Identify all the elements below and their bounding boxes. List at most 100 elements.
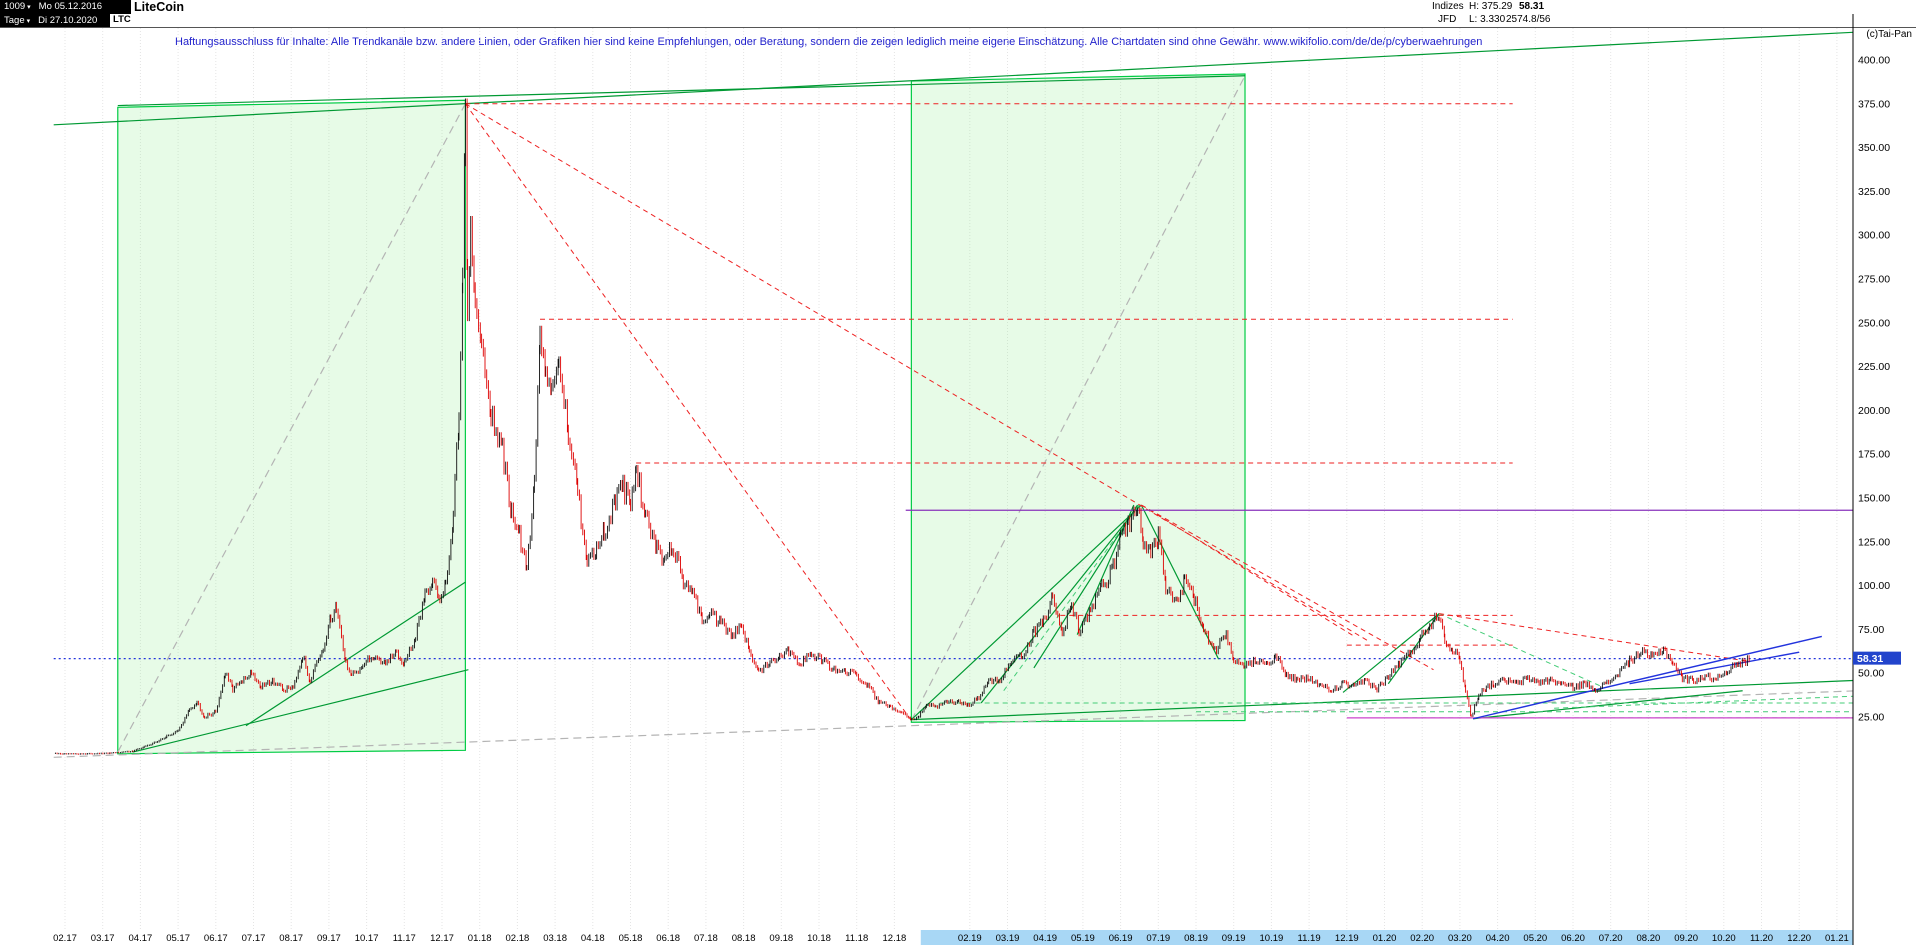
x-tick-label: 03.19 bbox=[996, 933, 1020, 944]
period-high-label: H: 375.29 bbox=[1469, 1, 1513, 12]
x-tick-label: 11.18 bbox=[845, 933, 868, 944]
x-tick-label: 10.17 bbox=[355, 933, 379, 944]
x-tick-label: 12.18 bbox=[883, 933, 907, 944]
instrument-title: LiteCoin bbox=[134, 0, 184, 14]
x-tick-label: 06.20 bbox=[1561, 933, 1585, 944]
end-date-label: Di 27.10.2020 bbox=[38, 14, 98, 26]
x-tick-label: 07.20 bbox=[1599, 933, 1623, 944]
toolbar-row1: 1009 ▾ Mo 05.12.2016 bbox=[0, 0, 131, 14]
green-solid-line bbox=[132, 669, 469, 753]
x-tick-label: 10.20 bbox=[1712, 933, 1736, 944]
red-dashed-line bbox=[1141, 504, 1434, 671]
price-series bbox=[54, 98, 1750, 755]
y-tick-label: 25.00 bbox=[1858, 712, 1884, 724]
toolbar-row2: Tage ▾ Di 27.10.2020 bbox=[0, 13, 110, 27]
market-group-label: Indizes bbox=[1432, 1, 1464, 12]
y-tick-label: 175.00 bbox=[1858, 449, 1890, 461]
month-gridlines bbox=[64, 28, 1838, 929]
bars-count-dropdown[interactable]: 1009 ▾ bbox=[0, 1, 35, 12]
x-tick-label: 10.19 bbox=[1260, 933, 1284, 944]
2019-rally-box bbox=[910, 73, 1246, 723]
price-bars-down bbox=[56, 98, 1750, 755]
green-dashed-line bbox=[1438, 613, 1604, 688]
x-tick-label: 08.18 bbox=[732, 933, 756, 944]
gray-dashed-line bbox=[117, 103, 466, 753]
trend-lines bbox=[53, 31, 1853, 758]
y-tick-label: 400.00 bbox=[1858, 55, 1890, 67]
x-tick-label: 04.18 bbox=[581, 933, 605, 944]
green-solid-line bbox=[980, 504, 1140, 704]
x-tick-label: 08.20 bbox=[1637, 933, 1661, 944]
x-tick-label: 04.20 bbox=[1486, 933, 1510, 944]
period-low-label: L: 3.330 bbox=[1469, 14, 1506, 25]
taipan-brand-label: (c)Tai-Pan bbox=[1866, 29, 1912, 40]
red-dashed-line bbox=[1439, 613, 1747, 662]
x-tick-label: 02.18 bbox=[506, 933, 530, 944]
gray-dashed-line bbox=[53, 690, 1853, 758]
header-separator bbox=[0, 27, 1916, 28]
x-tick-label: 05.18 bbox=[619, 933, 643, 944]
x-tick-label: 02.20 bbox=[1410, 933, 1434, 944]
green-solid-line bbox=[1140, 504, 1220, 660]
y-axis: 400.00 375.00 350.00 325.00 300.00 275.00 250.… bbox=[1852, 14, 1890, 945]
period-dropdown[interactable]: Tage ▾ bbox=[0, 15, 34, 26]
green-solid-line bbox=[245, 581, 466, 727]
x-tick-label: 07.19 bbox=[1146, 933, 1170, 944]
start-date-label: Mo 05.12.2016 bbox=[38, 1, 103, 13]
x-tick-label: 04.17 bbox=[129, 933, 153, 944]
green-solid-line bbox=[1387, 613, 1440, 685]
x-tick-label: 05.19 bbox=[1071, 933, 1095, 944]
chevron-down-icon: ▾ bbox=[27, 4, 31, 12]
y-tick-label: 150.00 bbox=[1858, 493, 1890, 505]
green-dashed-line bbox=[1003, 504, 1140, 692]
x-tick-label: 02.19 bbox=[958, 933, 982, 944]
x-tick-label: 06.19 bbox=[1109, 933, 1133, 944]
green-dashed-line bbox=[1554, 695, 1853, 709]
x-tick-label: 07.17 bbox=[242, 933, 266, 944]
x-tick-label: 03.18 bbox=[543, 933, 567, 944]
x-tick-label: 12.20 bbox=[1787, 933, 1811, 944]
y-tick-label: 250.00 bbox=[1858, 317, 1890, 329]
x-tick-label: 03.17 bbox=[91, 933, 115, 944]
green-solid-line bbox=[1342, 613, 1440, 693]
x-tick-label: 08.19 bbox=[1184, 933, 1208, 944]
chevron-down-icon: ▾ bbox=[26, 17, 31, 25]
x-tick-label: 05.17 bbox=[166, 933, 190, 944]
period-value: Tage bbox=[4, 14, 25, 26]
x-tick-label: 09.18 bbox=[769, 933, 793, 944]
x-tick-label: 06.18 bbox=[656, 933, 680, 944]
x-tick-label: 11.20 bbox=[1750, 933, 1773, 944]
y-tick-label: 225.00 bbox=[1858, 361, 1890, 373]
x-tick-label: 08.17 bbox=[279, 933, 303, 944]
x-tick-label: 01.20 bbox=[1373, 933, 1397, 944]
y-tick-label: 300.00 bbox=[1858, 230, 1890, 242]
trend-boxes bbox=[117, 73, 1246, 755]
x-tick-label: 01.18 bbox=[468, 933, 492, 944]
green-solid-line bbox=[53, 31, 1853, 126]
x-tick-label: 11.17 bbox=[393, 933, 416, 944]
x-tick-label: 09.20 bbox=[1674, 933, 1698, 944]
x-tick-label: 02.17 bbox=[53, 933, 77, 944]
y-tick-label: 200.00 bbox=[1858, 405, 1890, 417]
x-tick-label: 09.19 bbox=[1222, 933, 1246, 944]
gray-dashed-line bbox=[910, 75, 1246, 721]
bars-count-value: 1009 bbox=[4, 1, 26, 13]
y-tick-label: 275.00 bbox=[1858, 274, 1890, 286]
price-bars-up bbox=[54, 98, 1748, 755]
x-tick-label: 10.18 bbox=[807, 933, 831, 944]
y-tick-label: 350.00 bbox=[1858, 142, 1890, 154]
y-tick-label: 375.00 bbox=[1858, 98, 1890, 110]
y-tick-label: 325.00 bbox=[1858, 186, 1890, 198]
quote-ratio-label: 2574.8/56 bbox=[1506, 14, 1551, 25]
y-tick-label: 50.00 bbox=[1858, 668, 1884, 680]
y-tick-label: 100.00 bbox=[1858, 580, 1890, 592]
blue-solid-line bbox=[1629, 651, 1800, 685]
x-tick-label: 12.19 bbox=[1335, 933, 1359, 944]
red-dashed-line bbox=[465, 103, 1370, 643]
red-dashed-line bbox=[464, 103, 912, 721]
x-tick-label: 04.19 bbox=[1033, 933, 1057, 944]
x-tick-label: 06.17 bbox=[204, 933, 228, 944]
green-solid-line bbox=[117, 75, 1246, 107]
